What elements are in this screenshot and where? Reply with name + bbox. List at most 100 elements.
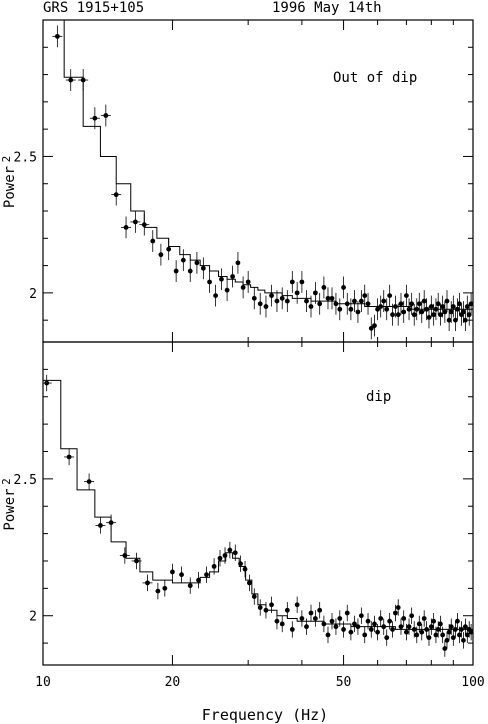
point-marker <box>368 325 374 331</box>
model-step-line <box>43 379 473 630</box>
data-point <box>461 632 466 649</box>
point-marker <box>455 306 460 312</box>
data-point <box>344 604 350 622</box>
point-marker <box>409 301 415 307</box>
plot-area <box>43 20 473 340</box>
data-point <box>251 287 257 310</box>
point-marker <box>358 613 364 619</box>
data-point <box>368 621 374 638</box>
data-point <box>299 610 305 627</box>
data-point <box>362 626 368 644</box>
data-point <box>390 303 395 326</box>
point-marker <box>393 610 398 616</box>
y-tick-label: 2.5 <box>14 473 37 488</box>
data-point <box>421 290 427 312</box>
data-point <box>274 612 280 630</box>
point-marker <box>180 257 186 263</box>
panel-label: dip <box>366 389 391 405</box>
data-point <box>304 290 309 312</box>
data-point <box>444 632 450 649</box>
point-marker <box>269 293 274 299</box>
data-point <box>452 621 458 638</box>
data-point <box>406 298 412 321</box>
data-point <box>329 612 335 630</box>
data-point <box>337 298 343 321</box>
point-marker <box>448 309 454 315</box>
point-marker <box>421 298 427 304</box>
data-point <box>352 615 357 633</box>
point-marker <box>240 285 246 290</box>
point-marker <box>375 306 381 312</box>
point-marker <box>431 312 437 318</box>
data-point <box>403 623 409 641</box>
data-point <box>375 623 381 641</box>
point-marker <box>428 624 434 630</box>
point-marker <box>227 547 233 553</box>
data-point <box>284 602 290 619</box>
point-marker <box>329 295 335 301</box>
point-marker <box>274 298 280 304</box>
point-marker <box>108 520 114 526</box>
data-point <box>204 566 209 583</box>
point-marker <box>257 605 263 610</box>
data-point <box>180 249 186 272</box>
point-marker <box>238 561 243 567</box>
data-point <box>155 582 161 600</box>
data-point <box>100 104 111 127</box>
point-marker <box>395 312 401 318</box>
data-point <box>187 577 193 594</box>
data-point <box>419 623 425 641</box>
point-marker <box>217 555 223 561</box>
data-point <box>312 281 318 304</box>
point-marker <box>341 627 346 632</box>
data-point <box>358 290 364 312</box>
point-marker <box>461 309 466 315</box>
point-marker <box>435 301 441 307</box>
data-point <box>393 295 398 318</box>
point-marker <box>86 479 92 485</box>
data-point <box>337 610 343 627</box>
point-marker <box>274 618 280 624</box>
data-point <box>401 610 407 627</box>
point-marker <box>179 572 184 578</box>
point-marker <box>92 115 98 121</box>
data-point <box>450 629 456 646</box>
x-axis-label: Frequency (Hz) <box>202 706 328 724</box>
data-point <box>390 621 395 638</box>
point-marker <box>365 618 371 624</box>
data-point <box>245 271 251 293</box>
data-point <box>240 276 246 299</box>
data-point <box>466 303 472 326</box>
point-marker <box>462 624 468 630</box>
point-marker <box>393 304 398 309</box>
point-marker <box>122 553 128 558</box>
point-marker <box>166 246 172 252</box>
point-marker <box>317 301 323 307</box>
data-point <box>279 615 285 633</box>
point-marker <box>387 618 393 624</box>
point-marker <box>279 621 285 627</box>
point-marker <box>372 621 377 627</box>
data-point <box>365 612 371 630</box>
data-point <box>325 626 331 644</box>
point-marker <box>337 306 343 312</box>
point-marker <box>444 637 450 643</box>
data-point <box>121 216 132 239</box>
point-marker <box>401 616 407 621</box>
data-point <box>384 298 390 321</box>
point-marker <box>378 616 384 621</box>
plot-frame <box>42 19 474 343</box>
data-point <box>365 292 371 315</box>
point-marker <box>284 607 290 613</box>
data-point <box>414 626 420 644</box>
data-point <box>308 295 314 318</box>
data-point <box>257 599 263 616</box>
point-marker <box>411 627 417 632</box>
data-point <box>263 602 269 619</box>
y-tick-label: 2 <box>29 287 37 302</box>
point-marker <box>452 627 458 632</box>
point-marker <box>68 77 74 83</box>
point-marker <box>132 219 138 225</box>
point-marker <box>414 632 420 638</box>
point-marker <box>395 605 401 610</box>
